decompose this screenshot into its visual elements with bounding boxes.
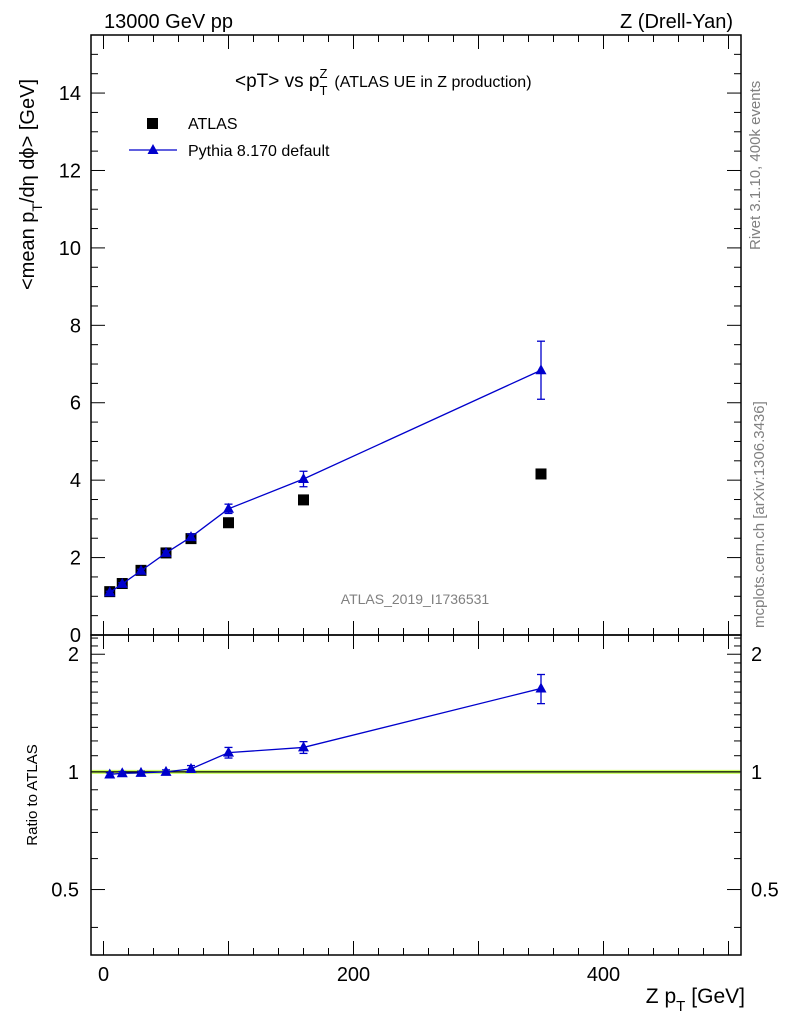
x-tick-label: 0 xyxy=(98,964,109,986)
legend: ATLAS Pythia 8.170 default xyxy=(129,116,330,160)
ratio-data-point xyxy=(535,682,547,693)
x-tick-label: 200 xyxy=(337,964,370,986)
analysis-id-label: ATLAS_2019_I1736531 xyxy=(341,591,490,607)
main-y-axis: 0 2 4 6 8 10 12 14 xyxy=(59,53,741,647)
pythia-data-point xyxy=(104,586,116,597)
ratio-data-point xyxy=(116,767,128,778)
main-y-tick-label: 8 xyxy=(70,315,81,337)
main-data-layer xyxy=(104,340,547,598)
ratio-y-tick-label-right: 2 xyxy=(751,644,762,666)
pythia-data-point xyxy=(223,502,234,513)
header-right: Z (Drell-Yan) xyxy=(620,11,733,33)
pythia-data-point xyxy=(298,473,309,483)
pythia-data-point xyxy=(160,546,172,557)
x-axis-label: Z pT [GeV] xyxy=(646,985,745,1015)
mcplots-label: mcplots.cern.ch [arXiv:1306.3436] xyxy=(751,401,768,628)
ratio-data-point xyxy=(160,765,172,776)
main-y-tick-label: 2 xyxy=(70,548,81,570)
legend-pythia-label: Pythia 8.170 default xyxy=(188,143,330,160)
legend-atlas-label: ATLAS xyxy=(188,116,238,133)
ratio-data-point xyxy=(135,766,147,777)
pythia-data-point xyxy=(535,364,547,375)
ratio-line xyxy=(109,687,542,776)
atlas-data-point xyxy=(535,468,547,480)
ratio-y-tick-label-right: 0.5 xyxy=(751,880,779,902)
rivet-version-label: Rivet 3.1.10, 400k events xyxy=(747,81,764,250)
x-tick-label: 400 xyxy=(587,964,620,986)
main-y-axis-label: <mean pT/dη dϕ> [GeV] xyxy=(17,79,45,290)
legend-atlas-marker xyxy=(147,118,158,129)
plot-title: <pT> vs pZ T (ATLAS UE in Z production) xyxy=(235,66,532,98)
legend-pythia-marker xyxy=(147,144,159,154)
ratio-data-point xyxy=(104,768,116,779)
ratio-data-layer xyxy=(104,673,547,779)
main-y-tick-label: 10 xyxy=(59,238,81,260)
pythia-data-point xyxy=(116,577,128,588)
main-y-tick-label: 14 xyxy=(59,83,81,105)
ratio-y-tick-label-left: 2 xyxy=(68,644,79,666)
ratio-y-axis: 0.5 0.5 1 1 2 2 xyxy=(51,637,779,928)
ratio-data-point xyxy=(223,746,234,757)
main-y-tick-label: 12 xyxy=(59,160,81,182)
ratio-y-tick-label-left: 1 xyxy=(68,762,79,784)
main-y-tick-label: 4 xyxy=(70,470,81,492)
main-y-tick-label: 0 xyxy=(70,625,81,647)
pythia-line xyxy=(109,369,542,593)
x-axis: 0 200 400 xyxy=(98,35,729,986)
ratio-data-point xyxy=(298,741,309,752)
ratio-plot-frame xyxy=(90,634,742,956)
ratio-y-tick-label-left: 0.5 xyxy=(51,880,79,902)
pythia-data-point xyxy=(185,531,197,542)
pythia-data-point xyxy=(135,564,147,575)
ratio-reference-band xyxy=(92,769,740,774)
ratio-y-axis-label: Ratio to ATLAS xyxy=(24,744,41,845)
header-left: 13000 GeV pp xyxy=(104,11,233,33)
ratio-y-tick-label-right: 1 xyxy=(751,762,762,784)
ratio-data-point xyxy=(185,762,197,773)
atlas-data-point xyxy=(298,494,309,506)
main-y-tick-label: 6 xyxy=(70,393,81,415)
atlas-data-point xyxy=(223,517,234,529)
